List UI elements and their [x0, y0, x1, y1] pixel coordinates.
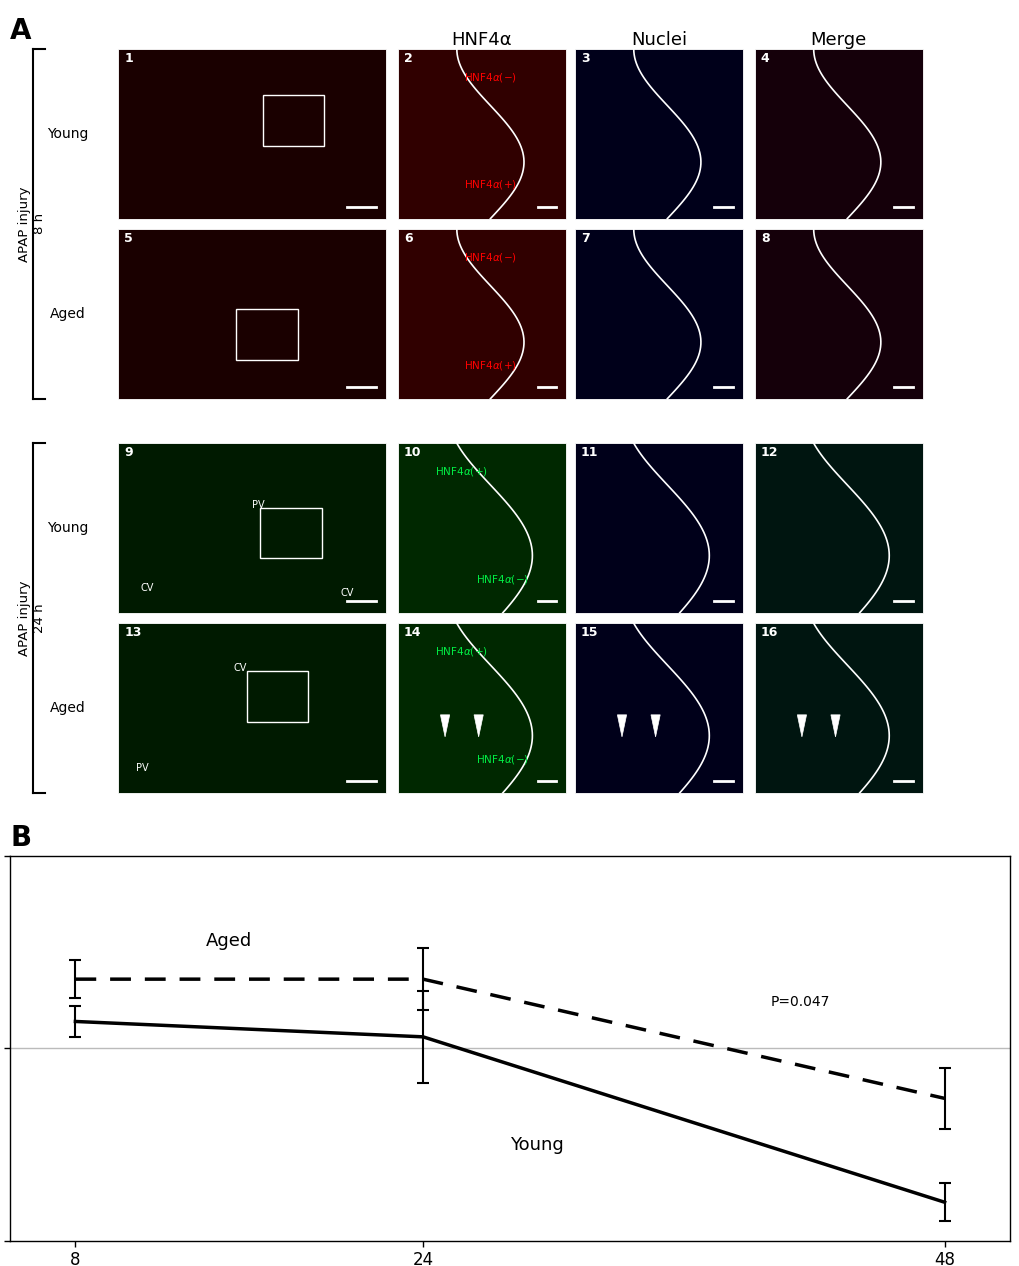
Text: APAP injury
24 h: APAP injury 24 h [18, 580, 46, 656]
Text: Merge: Merge [810, 32, 866, 49]
Text: APAP injury
8 h: APAP injury 8 h [18, 186, 46, 262]
Polygon shape [650, 715, 659, 737]
Bar [754, 623, 922, 793]
Text: CV: CV [140, 582, 154, 592]
Text: PV: PV [136, 763, 149, 772]
Text: Nuclei: Nuclei [631, 32, 687, 49]
Bar [260, 508, 321, 558]
Polygon shape [440, 715, 449, 737]
Bar [575, 443, 742, 613]
Text: 6: 6 [404, 233, 413, 246]
Text: HNF4$\alpha$(+): HNF4$\alpha$(+) [464, 358, 517, 372]
Polygon shape [797, 715, 806, 737]
Text: Aged: Aged [50, 701, 86, 715]
Text: P=0.047: P=0.047 [770, 995, 829, 1009]
Bar [754, 229, 922, 399]
Text: CV: CV [233, 662, 247, 672]
Bar [397, 623, 566, 793]
Bar [575, 623, 742, 793]
Text: 15: 15 [581, 627, 598, 639]
Text: 9: 9 [124, 447, 132, 460]
Bar [263, 95, 324, 146]
Text: 2: 2 [404, 52, 413, 66]
Text: CV: CV [340, 587, 354, 598]
Bar [397, 229, 566, 399]
Text: HNF4$\alpha$(+): HNF4$\alpha$(+) [464, 179, 517, 191]
Text: HNF4$\alpha$(−): HNF4$\alpha$(−) [464, 71, 517, 84]
Text: HNF4$\alpha$(−): HNF4$\alpha$(−) [464, 251, 517, 265]
Text: 8: 8 [760, 233, 768, 246]
Bar [575, 229, 742, 399]
Text: HNF4$\alpha$(−): HNF4$\alpha$(−) [475, 572, 528, 586]
Text: 1: 1 [124, 52, 132, 66]
Text: Young: Young [510, 1136, 564, 1153]
Text: 7: 7 [581, 233, 589, 246]
Text: 4: 4 [760, 52, 769, 66]
Text: Aged: Aged [50, 306, 86, 320]
Text: Young: Young [48, 520, 89, 536]
Polygon shape [830, 715, 840, 737]
Text: HNF4α: HNF4α [451, 32, 512, 49]
Bar [754, 49, 922, 219]
Text: 11: 11 [581, 447, 598, 460]
Text: PV: PV [252, 500, 265, 510]
Bar [575, 49, 742, 219]
Text: Aged: Aged [206, 932, 252, 950]
Text: B: B [10, 824, 32, 852]
Bar [397, 443, 566, 613]
Text: A: A [10, 16, 32, 44]
Text: HNF4$\alpha$(+): HNF4$\alpha$(+) [435, 465, 488, 479]
Polygon shape [616, 715, 626, 737]
Text: HNF4$\alpha$(+): HNF4$\alpha$(+) [435, 646, 488, 658]
Text: 10: 10 [404, 447, 421, 460]
Text: Young: Young [48, 127, 89, 141]
Bar [118, 49, 385, 219]
Bar [754, 443, 922, 613]
Text: 5: 5 [124, 233, 132, 246]
Bar [397, 49, 566, 219]
Text: 3: 3 [581, 52, 589, 66]
Text: 16: 16 [760, 627, 777, 639]
Text: HNF4$\alpha$(−): HNF4$\alpha$(−) [475, 753, 528, 766]
Text: 14: 14 [404, 627, 421, 639]
Bar [247, 671, 308, 722]
Bar [118, 443, 385, 613]
Text: 12: 12 [760, 447, 777, 460]
Text: 13: 13 [124, 627, 142, 639]
Bar [235, 309, 298, 360]
Bar [118, 229, 385, 399]
Polygon shape [474, 715, 483, 737]
Bar [118, 623, 385, 793]
